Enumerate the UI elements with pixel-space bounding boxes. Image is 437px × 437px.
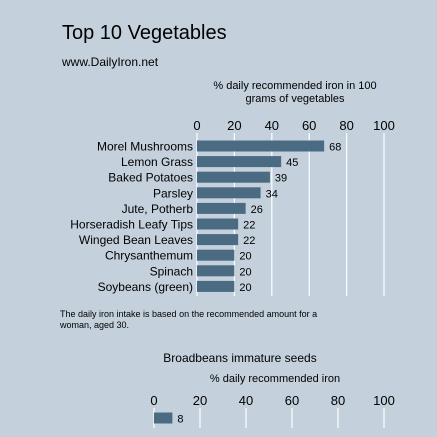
data-label: 20 xyxy=(239,282,251,294)
data-label: 22 xyxy=(243,220,255,232)
category-label: Baked Potatoes xyxy=(108,171,193,185)
category-label: Horseradish Leafy Tips xyxy=(70,218,193,232)
x-tick-label: 40 xyxy=(239,393,253,408)
category-label: Lemon Grass xyxy=(121,155,193,169)
category-label: Parsley xyxy=(153,186,193,200)
bar xyxy=(197,187,261,199)
x-tick-label: 20 xyxy=(227,118,241,133)
x-tick-label: 60 xyxy=(285,393,299,408)
data-label: 20 xyxy=(239,266,251,278)
bar xyxy=(197,156,282,168)
bar xyxy=(197,202,246,214)
x-tick-label: 60 xyxy=(302,118,316,133)
footnote: The daily iron intake is based on the re… xyxy=(60,309,318,330)
x-tick-label: 100 xyxy=(373,393,395,408)
x-tick-label: 80 xyxy=(339,118,353,133)
x-tick-label: 20 xyxy=(193,393,207,408)
data-label: 22 xyxy=(243,235,255,247)
category-label: Winged Bean Leaves xyxy=(79,233,193,247)
data-label: 45 xyxy=(286,157,298,169)
data-label: 39 xyxy=(275,173,287,185)
bar xyxy=(197,265,235,277)
x-tick-label: 100 xyxy=(373,118,395,133)
x-tick-label: 40 xyxy=(265,118,279,133)
data-label: 20 xyxy=(239,251,251,263)
category-label: Spinach xyxy=(150,264,193,278)
x-tick-label: 0 xyxy=(150,393,157,408)
data-label: 26 xyxy=(251,204,263,216)
x-tick-label: 0 xyxy=(193,118,200,133)
x-axis-label: % daily recommended iron in 100 grams of… xyxy=(213,80,377,105)
bar xyxy=(197,234,239,246)
bar xyxy=(197,249,235,261)
category-label: Morel Mushrooms xyxy=(97,140,193,154)
bar xyxy=(197,140,325,152)
bar xyxy=(154,412,173,424)
category-label: Chrysanthemum xyxy=(105,249,193,263)
data-label: 8 xyxy=(177,414,183,426)
secondary-x-axis-label: % daily recommended iron xyxy=(209,373,341,385)
x-tick-label: 80 xyxy=(331,393,345,408)
secondary-chart-title: Broadbeans immature seeds xyxy=(163,351,317,365)
bar xyxy=(197,218,239,230)
data-label: 34 xyxy=(266,188,278,200)
data-label: 68 xyxy=(329,142,341,154)
category-label: Jute, Potherb xyxy=(122,202,194,216)
bar xyxy=(197,280,235,292)
bar xyxy=(197,171,270,183)
chart-title: Top 10 Vegetables xyxy=(62,22,227,44)
category-label: Soybeans (green) xyxy=(98,280,193,294)
chart-subtitle: www.DailyIron.net xyxy=(62,55,159,69)
